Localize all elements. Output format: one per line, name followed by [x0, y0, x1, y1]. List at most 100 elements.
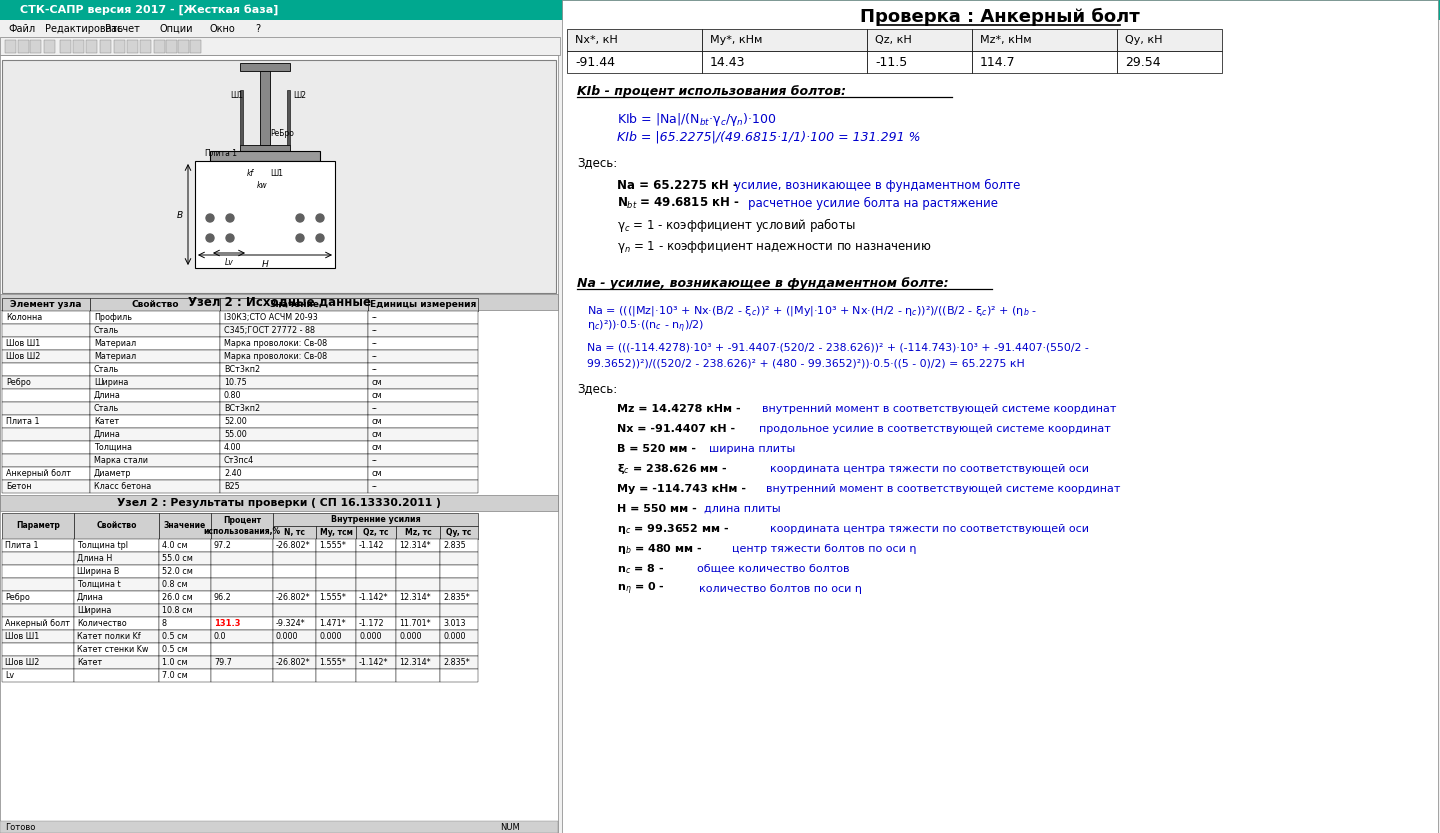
Bar — [0, 0, 1440, 20]
Bar — [441, 526, 478, 539]
Bar — [1, 60, 556, 293]
Bar — [274, 578, 315, 591]
Text: Ст3пс4: Ст3пс4 — [225, 456, 253, 465]
Bar — [567, 51, 703, 73]
Bar — [1, 656, 73, 669]
Bar — [369, 324, 478, 337]
Circle shape — [297, 214, 304, 222]
Bar — [1, 415, 89, 428]
Bar — [369, 376, 478, 389]
Bar — [220, 389, 369, 402]
Bar — [369, 311, 478, 324]
Bar — [369, 467, 478, 480]
Bar — [356, 604, 396, 617]
Bar — [220, 454, 369, 467]
Bar — [441, 669, 478, 682]
Bar — [567, 29, 703, 51]
Bar — [274, 656, 315, 669]
Bar — [158, 617, 212, 630]
Bar — [4, 40, 16, 53]
Bar — [972, 51, 1117, 73]
Bar — [1, 643, 73, 656]
Bar — [166, 40, 177, 53]
Text: -26.802*: -26.802* — [276, 658, 311, 667]
Bar — [703, 51, 867, 73]
Text: 79.7: 79.7 — [215, 658, 232, 667]
Text: Qy, тс: Qy, тс — [446, 528, 472, 537]
Text: 55.0 см: 55.0 см — [161, 554, 193, 563]
Text: Ширина: Ширина — [94, 378, 128, 387]
Bar — [1117, 51, 1223, 73]
Text: Сталь: Сталь — [94, 365, 120, 374]
Text: 8: 8 — [161, 619, 167, 628]
Bar — [315, 591, 356, 604]
Bar — [274, 565, 315, 578]
Text: 114.7: 114.7 — [981, 56, 1015, 68]
Text: Lv: Lv — [4, 671, 14, 680]
Bar — [220, 324, 369, 337]
Text: общее количество болтов: общее количество болтов — [697, 564, 850, 574]
Text: внутренний момент в соответствующей системе координат: внутренний момент в соответствующей сист… — [766, 484, 1120, 494]
Bar — [867, 51, 972, 73]
Bar — [274, 604, 315, 617]
Text: 96.2: 96.2 — [215, 593, 232, 602]
Text: Свойство: Свойство — [96, 521, 137, 531]
Bar — [441, 656, 478, 669]
Text: KIb = |Na|/(N$_{bt}$·γ$_c$/γ$_n$)·100: KIb = |Na|/(N$_{bt}$·γ$_c$/γ$_n$)·100 — [616, 111, 776, 127]
Text: 12.314*: 12.314* — [399, 541, 431, 550]
Text: координата центра тяжести по соответствующей оси: координата центра тяжести по соответству… — [770, 464, 1089, 474]
Text: Единицы измерения: Единицы измерения — [370, 300, 477, 309]
Text: усилие, возникающее в фундаментном болте: усилие, возникающее в фундаментном болте — [734, 178, 1021, 192]
Bar — [315, 617, 356, 630]
Text: Марка проволоки: Св-08: Марка проволоки: Св-08 — [225, 339, 327, 348]
Bar — [356, 617, 396, 630]
Bar — [369, 298, 478, 311]
Text: Здесь:: Здесь: — [577, 382, 618, 396]
Text: Mz*, кНм: Mz*, кНм — [981, 35, 1031, 45]
Bar — [89, 311, 220, 324]
Bar — [369, 428, 478, 441]
Bar — [562, 0, 1439, 833]
Bar — [315, 604, 356, 617]
Bar — [0, 20, 560, 37]
Bar — [60, 40, 71, 53]
Bar — [369, 363, 478, 376]
Text: kw: kw — [256, 181, 268, 189]
Text: 1.555*: 1.555* — [320, 658, 346, 667]
Text: 12.314*: 12.314* — [399, 658, 431, 667]
Circle shape — [206, 214, 215, 222]
Bar — [1, 604, 73, 617]
Bar — [240, 63, 289, 71]
Bar — [30, 40, 40, 53]
Text: Бетон: Бетон — [6, 482, 32, 491]
Bar — [1, 630, 73, 643]
Text: Mz, тс: Mz, тс — [405, 528, 432, 537]
Bar — [441, 591, 478, 604]
Bar — [212, 604, 274, 617]
Text: 2.835*: 2.835* — [444, 593, 469, 602]
Text: 0.5 см: 0.5 см — [161, 632, 187, 641]
Text: Ширина B: Ширина B — [76, 567, 120, 576]
Bar — [45, 40, 55, 53]
Text: см: см — [372, 430, 383, 439]
Bar — [1117, 29, 1223, 51]
Bar — [396, 539, 441, 552]
Bar — [212, 578, 274, 591]
Bar — [158, 565, 212, 578]
Text: ширина плиты: ширина плиты — [708, 444, 795, 454]
Text: --: -- — [372, 326, 377, 335]
Text: --: -- — [372, 456, 377, 465]
Bar — [1, 539, 73, 552]
Text: ВСт3кп2: ВСт3кп2 — [225, 365, 261, 374]
Text: H = 550 мм -: H = 550 мм - — [616, 504, 701, 514]
Text: 52.00: 52.00 — [225, 417, 246, 426]
Bar — [315, 656, 356, 669]
Text: Количество: Количество — [76, 619, 127, 628]
Text: ВСт3кп2: ВСт3кп2 — [225, 404, 261, 413]
Bar — [89, 324, 220, 337]
Bar — [220, 350, 369, 363]
Bar — [441, 630, 478, 643]
Bar — [89, 376, 220, 389]
Text: --: -- — [372, 352, 377, 361]
Bar — [396, 604, 441, 617]
